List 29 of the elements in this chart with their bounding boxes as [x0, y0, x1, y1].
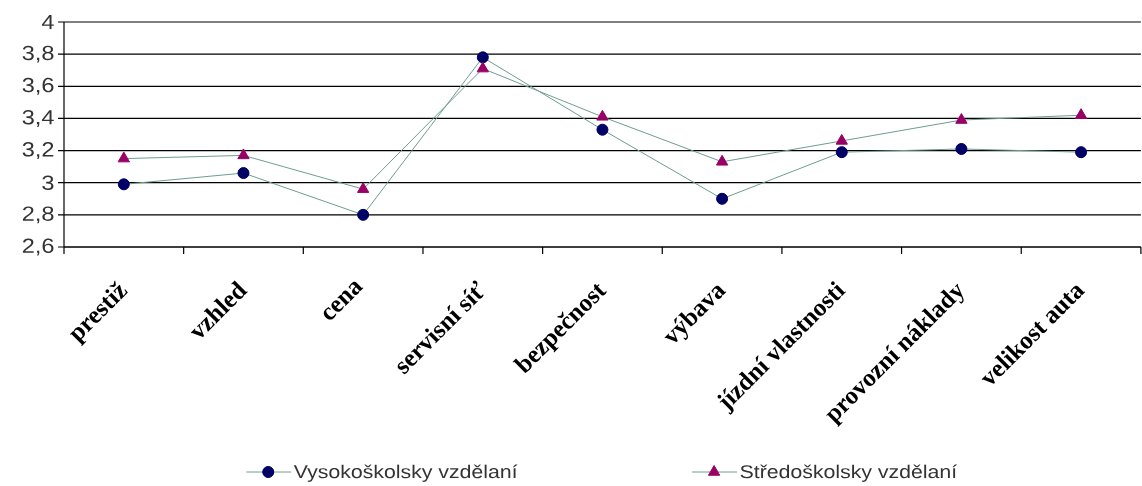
point	[357, 208, 370, 221]
y-tick-label: 3	[42, 175, 54, 190]
point	[596, 109, 609, 121]
legend-label: Vysokoškolsky vzdělaní	[293, 464, 518, 482]
point	[237, 148, 250, 160]
point	[117, 151, 130, 163]
y-tick-label: 2,8	[22, 206, 54, 224]
point	[596, 123, 609, 136]
point	[835, 133, 848, 145]
point	[955, 142, 968, 155]
y-tick-label: 3,6	[22, 77, 54, 95]
y-tick-label: 4	[41, 14, 54, 30]
y-tick-label: 3,2	[22, 142, 54, 160]
point	[716, 192, 729, 205]
legend-label: Středoškolsky vzdělaní	[740, 464, 958, 482]
point	[117, 178, 130, 191]
point	[715, 154, 729, 166]
point	[1074, 108, 1088, 119]
point	[835, 146, 848, 159]
y-tick-label: 3,8	[22, 45, 54, 63]
y-tick-label: 3,4	[22, 109, 54, 127]
point	[476, 51, 489, 64]
x-tick-label: cena	[323, 281, 364, 320]
point	[476, 61, 489, 73]
point	[357, 182, 370, 193]
point	[1075, 146, 1088, 159]
y-tick-label: 2,6	[22, 238, 54, 256]
point	[237, 167, 250, 180]
point	[955, 113, 968, 124]
